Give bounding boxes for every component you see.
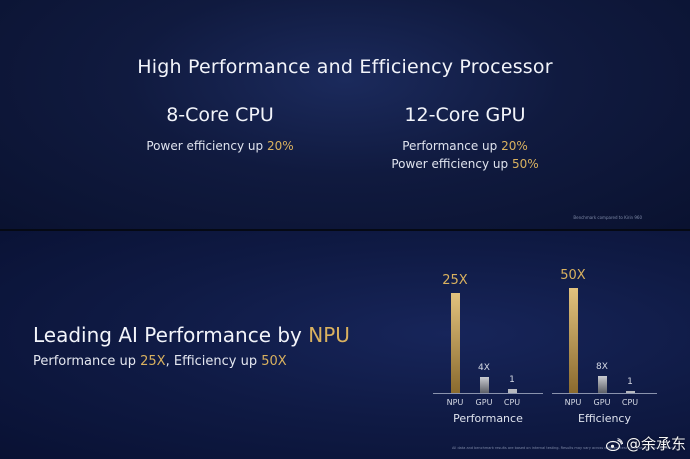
performance-bar-cpu — [507, 389, 517, 393]
performance-category-gpu: GPU — [475, 398, 493, 407]
efficiency-bar-npu — [568, 288, 578, 393]
cpu-efficiency-value: 20% — [266, 139, 294, 153]
performance-value-label-gpu: 4X — [478, 363, 490, 373]
performance-chart-title: Performance — [453, 412, 523, 425]
efficiency-chart: Efficiency 50X NPU 8X GPU 1 CPU — [552, 231, 657, 431]
performance-bar-gpu — [479, 377, 489, 393]
ai-title: Leading AI Performance by NPU — [33, 323, 350, 347]
performance-chart: Performance 25X NPU 4X GPU 1 CPU — [433, 231, 543, 431]
performance-axis — [433, 393, 543, 394]
efficiency-value-label-npu: 50X — [560, 268, 586, 283]
efficiency-bar-cpu — [625, 390, 635, 393]
cpu-heading: 8-Core CPU — [166, 104, 274, 126]
gpu-efficiency-label: Power efficiency up — [391, 157, 512, 171]
benchmark-footnote: Benchmark compared to Kirin 960 — [573, 215, 642, 220]
watermark: @余承东 — [605, 433, 686, 454]
efficiency-category-npu: NPU — [564, 398, 582, 407]
gpu-efficiency-line: Power efficiency up 50% — [360, 157, 570, 171]
slide-processor: High Performance and Efficiency Processo… — [0, 0, 690, 229]
gpu-heading: 12-Core GPU — [404, 104, 526, 126]
efficiency-chart-title: Efficiency — [578, 412, 631, 425]
performance-category-cpu: CPU — [503, 398, 521, 407]
slide-title: High Performance and Efficiency Processo… — [137, 56, 553, 78]
ai-subtitle: Performance up 25X, Efficiency up 50X — [33, 354, 287, 369]
gpu-performance-value: 20% — [501, 139, 528, 153]
cpu-column: 8-Core CPU Power efficiency up 20% — [120, 104, 320, 153]
watermark-handle: @余承东 — [625, 435, 686, 453]
testing-footnote: All data and benchmark results are based… — [452, 446, 677, 450]
cpu-efficiency-label: Power efficiency up — [146, 139, 267, 153]
ai-subtitle-b-value: 50X — [261, 354, 287, 369]
gpu-performance-label: Performance up — [402, 139, 502, 153]
efficiency-axis — [552, 393, 657, 394]
performance-value-label-cpu: 1 — [509, 375, 515, 385]
ai-subtitle-b: , Efficiency up — [165, 354, 262, 369]
ai-title-text: Leading AI Performance by — [33, 323, 309, 347]
performance-category-npu: NPU — [446, 398, 464, 407]
slide-ai-performance: Leading AI Performance by NPU Performanc… — [0, 231, 690, 459]
gpu-efficiency-value: 50% — [511, 157, 539, 171]
efficiency-value-label-cpu: 1 — [627, 376, 633, 387]
efficiency-bar-gpu — [597, 376, 607, 393]
efficiency-category-cpu: CPU — [621, 398, 639, 407]
gpu-column: 12-Core GPU Performance up 20% Power eff… — [360, 104, 570, 171]
slide-divider — [0, 229, 690, 231]
efficiency-category-gpu: GPU — [593, 398, 611, 407]
ai-title-highlight: NPU — [308, 323, 350, 347]
performance-value-label-npu: 25X — [442, 273, 468, 288]
ai-subtitle-a-value: 25X — [140, 354, 166, 369]
gpu-performance-line: Performance up 20% — [360, 139, 570, 153]
ai-subtitle-a: Performance up — [33, 354, 141, 369]
efficiency-value-label-gpu: 8X — [596, 362, 608, 373]
cpu-efficiency-line: Power efficiency up 20% — [120, 139, 320, 153]
weibo-icon — [605, 437, 624, 452]
performance-bar-npu — [450, 293, 460, 393]
